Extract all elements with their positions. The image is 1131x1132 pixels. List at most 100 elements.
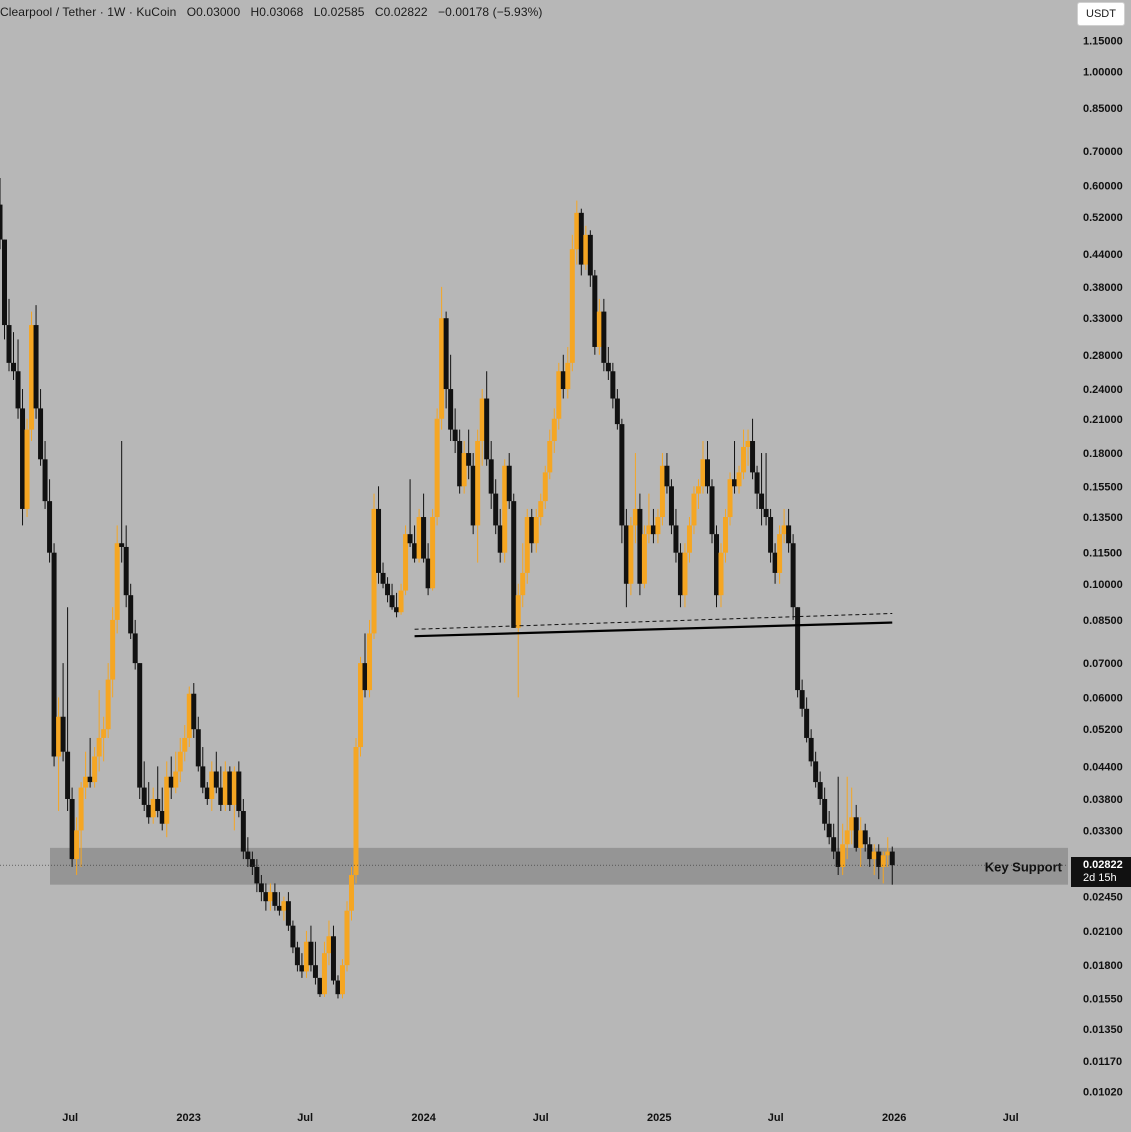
candle <box>267 883 273 911</box>
candle-body <box>358 663 364 748</box>
x-tick-label: 2024 <box>411 1112 436 1124</box>
symbol-info[interactable]: Clearpool / Tether · 1W · KuCoin <box>0 5 177 19</box>
candle-body <box>299 965 305 972</box>
candle <box>38 389 44 466</box>
candle-body <box>524 517 530 573</box>
candle <box>574 200 580 265</box>
candle-body <box>254 866 260 884</box>
y-tick-label: 0.21000 <box>1083 414 1123 426</box>
candle <box>272 883 278 911</box>
candle <box>137 663 143 799</box>
support-zone <box>50 847 1068 885</box>
candle <box>862 823 868 852</box>
candle-body <box>24 429 30 509</box>
candle <box>434 408 440 526</box>
candle <box>231 766 237 831</box>
candle <box>592 269 598 355</box>
y-tick-label: 0.18000 <box>1083 448 1123 460</box>
candle-body <box>317 977 323 995</box>
candle <box>182 724 188 762</box>
candle-body <box>560 371 566 390</box>
candle-body <box>389 595 395 608</box>
candle-body <box>655 517 661 535</box>
symbol-legend: Clearpool / Tether · 1W · KuCoin O0.0300… <box>0 5 542 19</box>
candle-body <box>623 525 629 584</box>
candle-body <box>826 823 832 838</box>
candle <box>799 679 805 717</box>
candle <box>416 508 422 563</box>
candle <box>655 508 661 544</box>
candle-body <box>146 804 152 818</box>
candle-body <box>777 534 783 573</box>
candle-body <box>236 771 242 812</box>
candle-body <box>714 534 720 596</box>
candle-body <box>60 716 66 752</box>
candle <box>695 479 701 509</box>
bar-countdown: 2d 15h <box>1083 872 1117 885</box>
candle <box>610 362 616 409</box>
y-tick-label: 0.60000 <box>1083 180 1123 192</box>
candle-body <box>141 787 147 805</box>
x-tick-label: Jul <box>297 1112 313 1124</box>
candle-body <box>659 465 665 518</box>
candle <box>583 225 589 270</box>
candle-body <box>195 729 201 767</box>
candle <box>885 837 891 867</box>
candle <box>632 453 638 544</box>
candle <box>326 920 332 966</box>
candle-body <box>844 830 850 845</box>
candle <box>790 534 796 620</box>
candle <box>29 311 35 442</box>
candle <box>650 508 656 544</box>
candle <box>96 690 102 772</box>
candle <box>92 747 98 788</box>
candle-body <box>596 311 602 347</box>
y-tick-label: 0.02100 <box>1083 926 1123 938</box>
y-tick-label: 0.03300 <box>1083 825 1123 837</box>
candle-body <box>718 552 724 596</box>
currency-button[interactable]: USDT <box>1077 2 1125 26</box>
candle-body <box>686 525 692 553</box>
candle <box>448 354 454 442</box>
close-value: C0.02822 <box>374 5 428 19</box>
candle <box>439 286 445 430</box>
candle <box>709 479 715 544</box>
candle-body <box>551 418 557 442</box>
candle-body <box>515 595 521 628</box>
y-tick-label: 0.28000 <box>1083 350 1123 362</box>
candle-body <box>240 811 246 852</box>
candle-body <box>222 771 228 805</box>
candle-body <box>511 501 517 628</box>
candle-body <box>303 941 309 972</box>
candle <box>394 592 400 618</box>
candle <box>750 418 756 480</box>
candle <box>727 472 733 526</box>
candle <box>110 607 116 698</box>
candle <box>889 846 895 885</box>
candle <box>200 747 206 794</box>
candle <box>871 844 877 875</box>
candle-body <box>876 851 882 867</box>
candle <box>759 453 765 526</box>
candle <box>367 619 373 698</box>
candle <box>177 737 183 783</box>
candle <box>849 787 855 845</box>
candle <box>285 892 291 931</box>
candle-body <box>457 441 463 487</box>
candle <box>781 508 787 544</box>
candle <box>461 441 467 494</box>
candle-body <box>677 552 683 596</box>
candle-body <box>272 892 278 906</box>
candle-body <box>335 980 341 995</box>
candle <box>164 761 170 838</box>
candle-body <box>177 751 183 772</box>
candle <box>493 479 499 535</box>
candle-body <box>889 851 895 866</box>
candle <box>452 408 458 454</box>
candle-body <box>425 558 431 589</box>
candle <box>732 441 738 494</box>
candle <box>723 508 729 563</box>
candle-body <box>290 925 296 948</box>
candle-body <box>439 318 445 419</box>
